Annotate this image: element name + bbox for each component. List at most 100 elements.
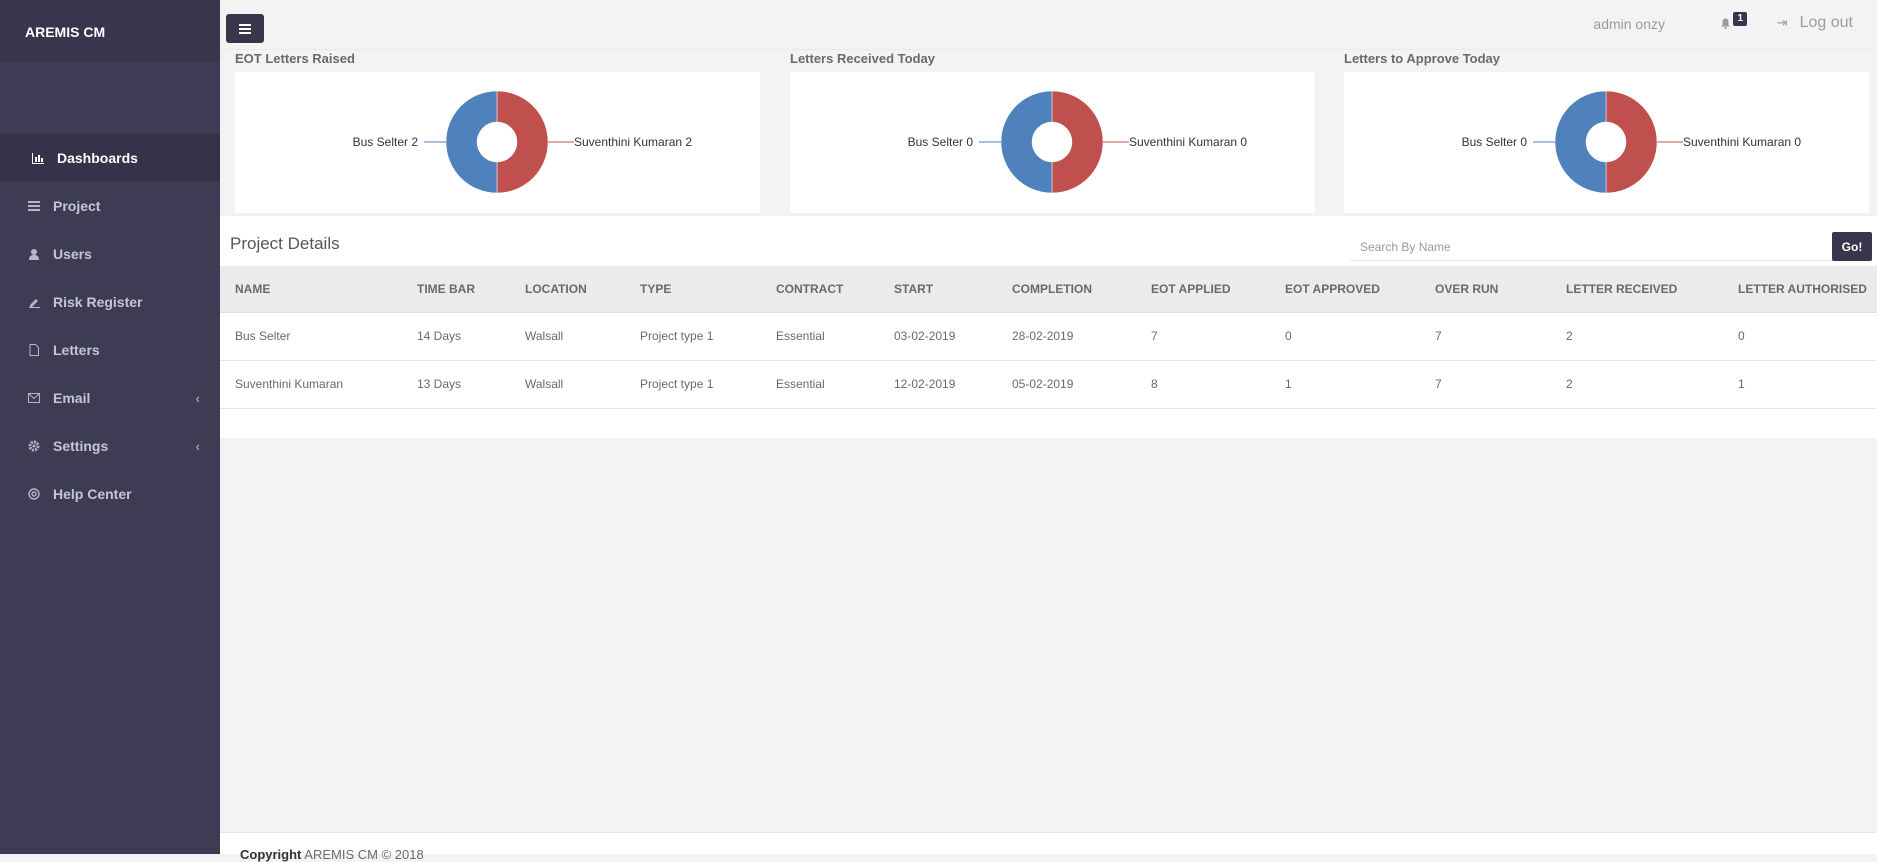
slice-label: Bus Selter 2 — [353, 135, 419, 149]
chart-letters-to-approve-today: Letters to Approve Today Bus Selter 0 Suv… — [1344, 52, 1869, 213]
bell-icon — [1721, 18, 1731, 29]
slice-label: Suventhini Kumaran 0 — [1129, 135, 1247, 149]
cell-completion: 05-02-2019 — [997, 360, 1136, 409]
sidebar-item-settings[interactable]: Settings ‹ — [0, 422, 220, 470]
cell-start: 03-02-2019 — [879, 312, 997, 361]
chart-panel: Bus Selter 2 Suventhini Kumaran 2 — [235, 72, 760, 213]
column-header[interactable]: LOCATION — [510, 266, 625, 313]
cell-location: Walsall — [510, 360, 625, 409]
column-header[interactable]: NAME — [220, 266, 402, 313]
menu-toggle-button[interactable] — [226, 14, 264, 43]
table-row[interactable]: Suventhini Kumaran 13 Days Walsall Proje… — [220, 360, 1877, 409]
brand-logo[interactable]: AREMIS CM — [0, 0, 220, 62]
column-header[interactable]: EOT APPROVED — [1270, 266, 1420, 313]
cell-start: 12-02-2019 — [879, 360, 997, 409]
bar-chart-icon — [29, 152, 47, 164]
pie-slice-bus-selter[interactable] — [1000, 90, 1053, 194]
pie-slice-suventhini-kumaran[interactable] — [496, 90, 549, 194]
list-icon — [25, 201, 43, 211]
sidebar-item-project[interactable]: Project — [0, 182, 220, 230]
cell-name: Bus Selter — [220, 312, 402, 361]
column-header[interactable]: LETTER RECEIVED — [1551, 266, 1723, 313]
notification-count-badge: 1 — [1733, 12, 1747, 26]
footer-copyright-label: Copyright — [240, 847, 302, 862]
pie-slice-bus-selter[interactable] — [445, 90, 498, 194]
table-row[interactable]: Bus Selter 14 Days Walsall Project type … — [220, 312, 1877, 361]
footer-text: AREMIS CM © 2018 — [301, 847, 424, 862]
sidebar-item-label: Letters — [53, 342, 100, 358]
chart-title: Letters to Approve Today — [1344, 51, 1501, 66]
sidebar-item-users[interactable]: Users — [0, 230, 220, 278]
column-header[interactable]: COMPLETION — [997, 266, 1136, 313]
footer: Copyright AREMIS CM © 2018 — [220, 832, 1877, 862]
user-name[interactable]: admin onzy — [1593, 16, 1665, 32]
column-header[interactable]: EOT APPLIED — [1136, 266, 1270, 313]
chart-panel: Bus Selter 0 Suventhini Kumaran 0 — [790, 72, 1315, 213]
cell-letter-authorised: 1 — [1723, 360, 1877, 409]
column-header[interactable]: TIME BAR — [402, 266, 510, 313]
column-header[interactable]: START — [879, 266, 997, 313]
sign-out-icon: ⇥ — [1776, 15, 1788, 30]
cell-eot-approved: 1 — [1270, 360, 1420, 409]
user-icon — [25, 248, 43, 260]
sidebar-item-risk-register[interactable]: Risk Register — [0, 278, 220, 326]
sidebar: AREMIS CM Dashboards Project Users Risk … — [0, 0, 220, 854]
slice-label: Bus Selter 0 — [908, 135, 974, 149]
cell-time-bar: 13 Days — [402, 360, 510, 409]
slice-label: Bus Selter 0 — [1462, 135, 1528, 149]
sidebar-item-dashboards[interactable]: Dashboards — [0, 134, 220, 182]
notifications-button[interactable]: 1 — [1720, 12, 1747, 29]
sidebar-item-label: Dashboards — [57, 150, 138, 166]
column-header[interactable]: OVER RUN — [1420, 266, 1551, 313]
sidebar-item-letters[interactable]: Letters — [0, 326, 220, 374]
cell-eot-applied: 8 — [1136, 360, 1270, 409]
chevron-left-icon: ‹ — [195, 390, 200, 406]
sidebar-item-email[interactable]: Email ‹ — [0, 374, 220, 422]
pie-slice-bus-selter[interactable] — [1554, 90, 1607, 194]
chart-letters-received-today: Letters Received Today Bus Selter 0 Suven… — [790, 52, 1315, 213]
cell-eot-applied: 7 — [1136, 312, 1270, 361]
project-table: NAME TIME BAR LOCATION TYPE CONTRACT STA… — [220, 266, 1877, 409]
donut-chart: Bus Selter 2 Suventhini Kumaran 2 — [353, 90, 692, 194]
cell-letter-received: 2 — [1551, 312, 1723, 361]
cell-over-run: 7 — [1420, 312, 1551, 361]
cell-over-run: 7 — [1420, 360, 1551, 409]
logout-label: Log out — [1799, 14, 1853, 31]
sidebar-nav: Dashboards Project Users Risk Register L… — [0, 134, 220, 518]
cell-letter-authorised: 0 — [1723, 312, 1877, 361]
cell-completion: 28-02-2019 — [997, 312, 1136, 361]
cell-location: Walsall — [510, 312, 625, 361]
cell-contract: Essential — [761, 360, 879, 409]
sidebar-item-label: Help Center — [53, 486, 132, 502]
file-icon — [25, 344, 43, 356]
cell-time-bar: 14 Days — [402, 312, 510, 361]
chart-title: EOT Letters Raised — [235, 51, 355, 66]
go-button[interactable]: Go! — [1832, 232, 1872, 261]
sidebar-item-label: Users — [53, 246, 92, 262]
chart-eot-letters-raised: EOT Letters Raised Bus Selter 2 Suventhin… — [235, 52, 760, 213]
donut-chart: Bus Selter 0 Suventhini Kumaran 0 — [908, 90, 1247, 194]
column-header[interactable]: TYPE — [625, 266, 761, 313]
envelope-icon — [25, 393, 43, 403]
chart-panel: Bus Selter 0 Suventhini Kumaran 0 — [1344, 72, 1869, 213]
project-details-panel: Project Details Go! NAME TIME BAR LOCATI… — [220, 216, 1877, 438]
logout-link[interactable]: ⇥ Log out — [1777, 14, 1853, 32]
section-title: Project Details — [230, 234, 340, 253]
pie-slice-suventhini-kumaran[interactable] — [1051, 90, 1104, 194]
hamburger-icon — [239, 23, 251, 34]
chart-title: Letters Received Today — [790, 51, 935, 66]
donut-chart: Bus Selter 0 Suventhini Kumaran 0 — [1462, 90, 1801, 194]
sidebar-item-label: Settings — [53, 438, 109, 454]
column-header[interactable]: CONTRACT — [761, 266, 879, 313]
cell-type: Project type 1 — [625, 360, 761, 409]
cell-name: Suventhini Kumaran — [220, 360, 402, 409]
table-header-row: NAME TIME BAR LOCATION TYPE CONTRACT STA… — [220, 266, 1877, 313]
cell-contract: Essential — [761, 312, 879, 361]
column-header[interactable]: LETTER AUTHORISED — [1723, 266, 1877, 313]
pencil-icon — [25, 297, 43, 308]
pie-slice-suventhini-kumaran[interactable] — [1605, 90, 1658, 194]
cell-type: Project type 1 — [625, 312, 761, 361]
search-input[interactable] — [1350, 233, 1834, 261]
sidebar-item-label: Risk Register — [53, 294, 143, 310]
sidebar-item-help-center[interactable]: Help Center — [0, 470, 220, 518]
